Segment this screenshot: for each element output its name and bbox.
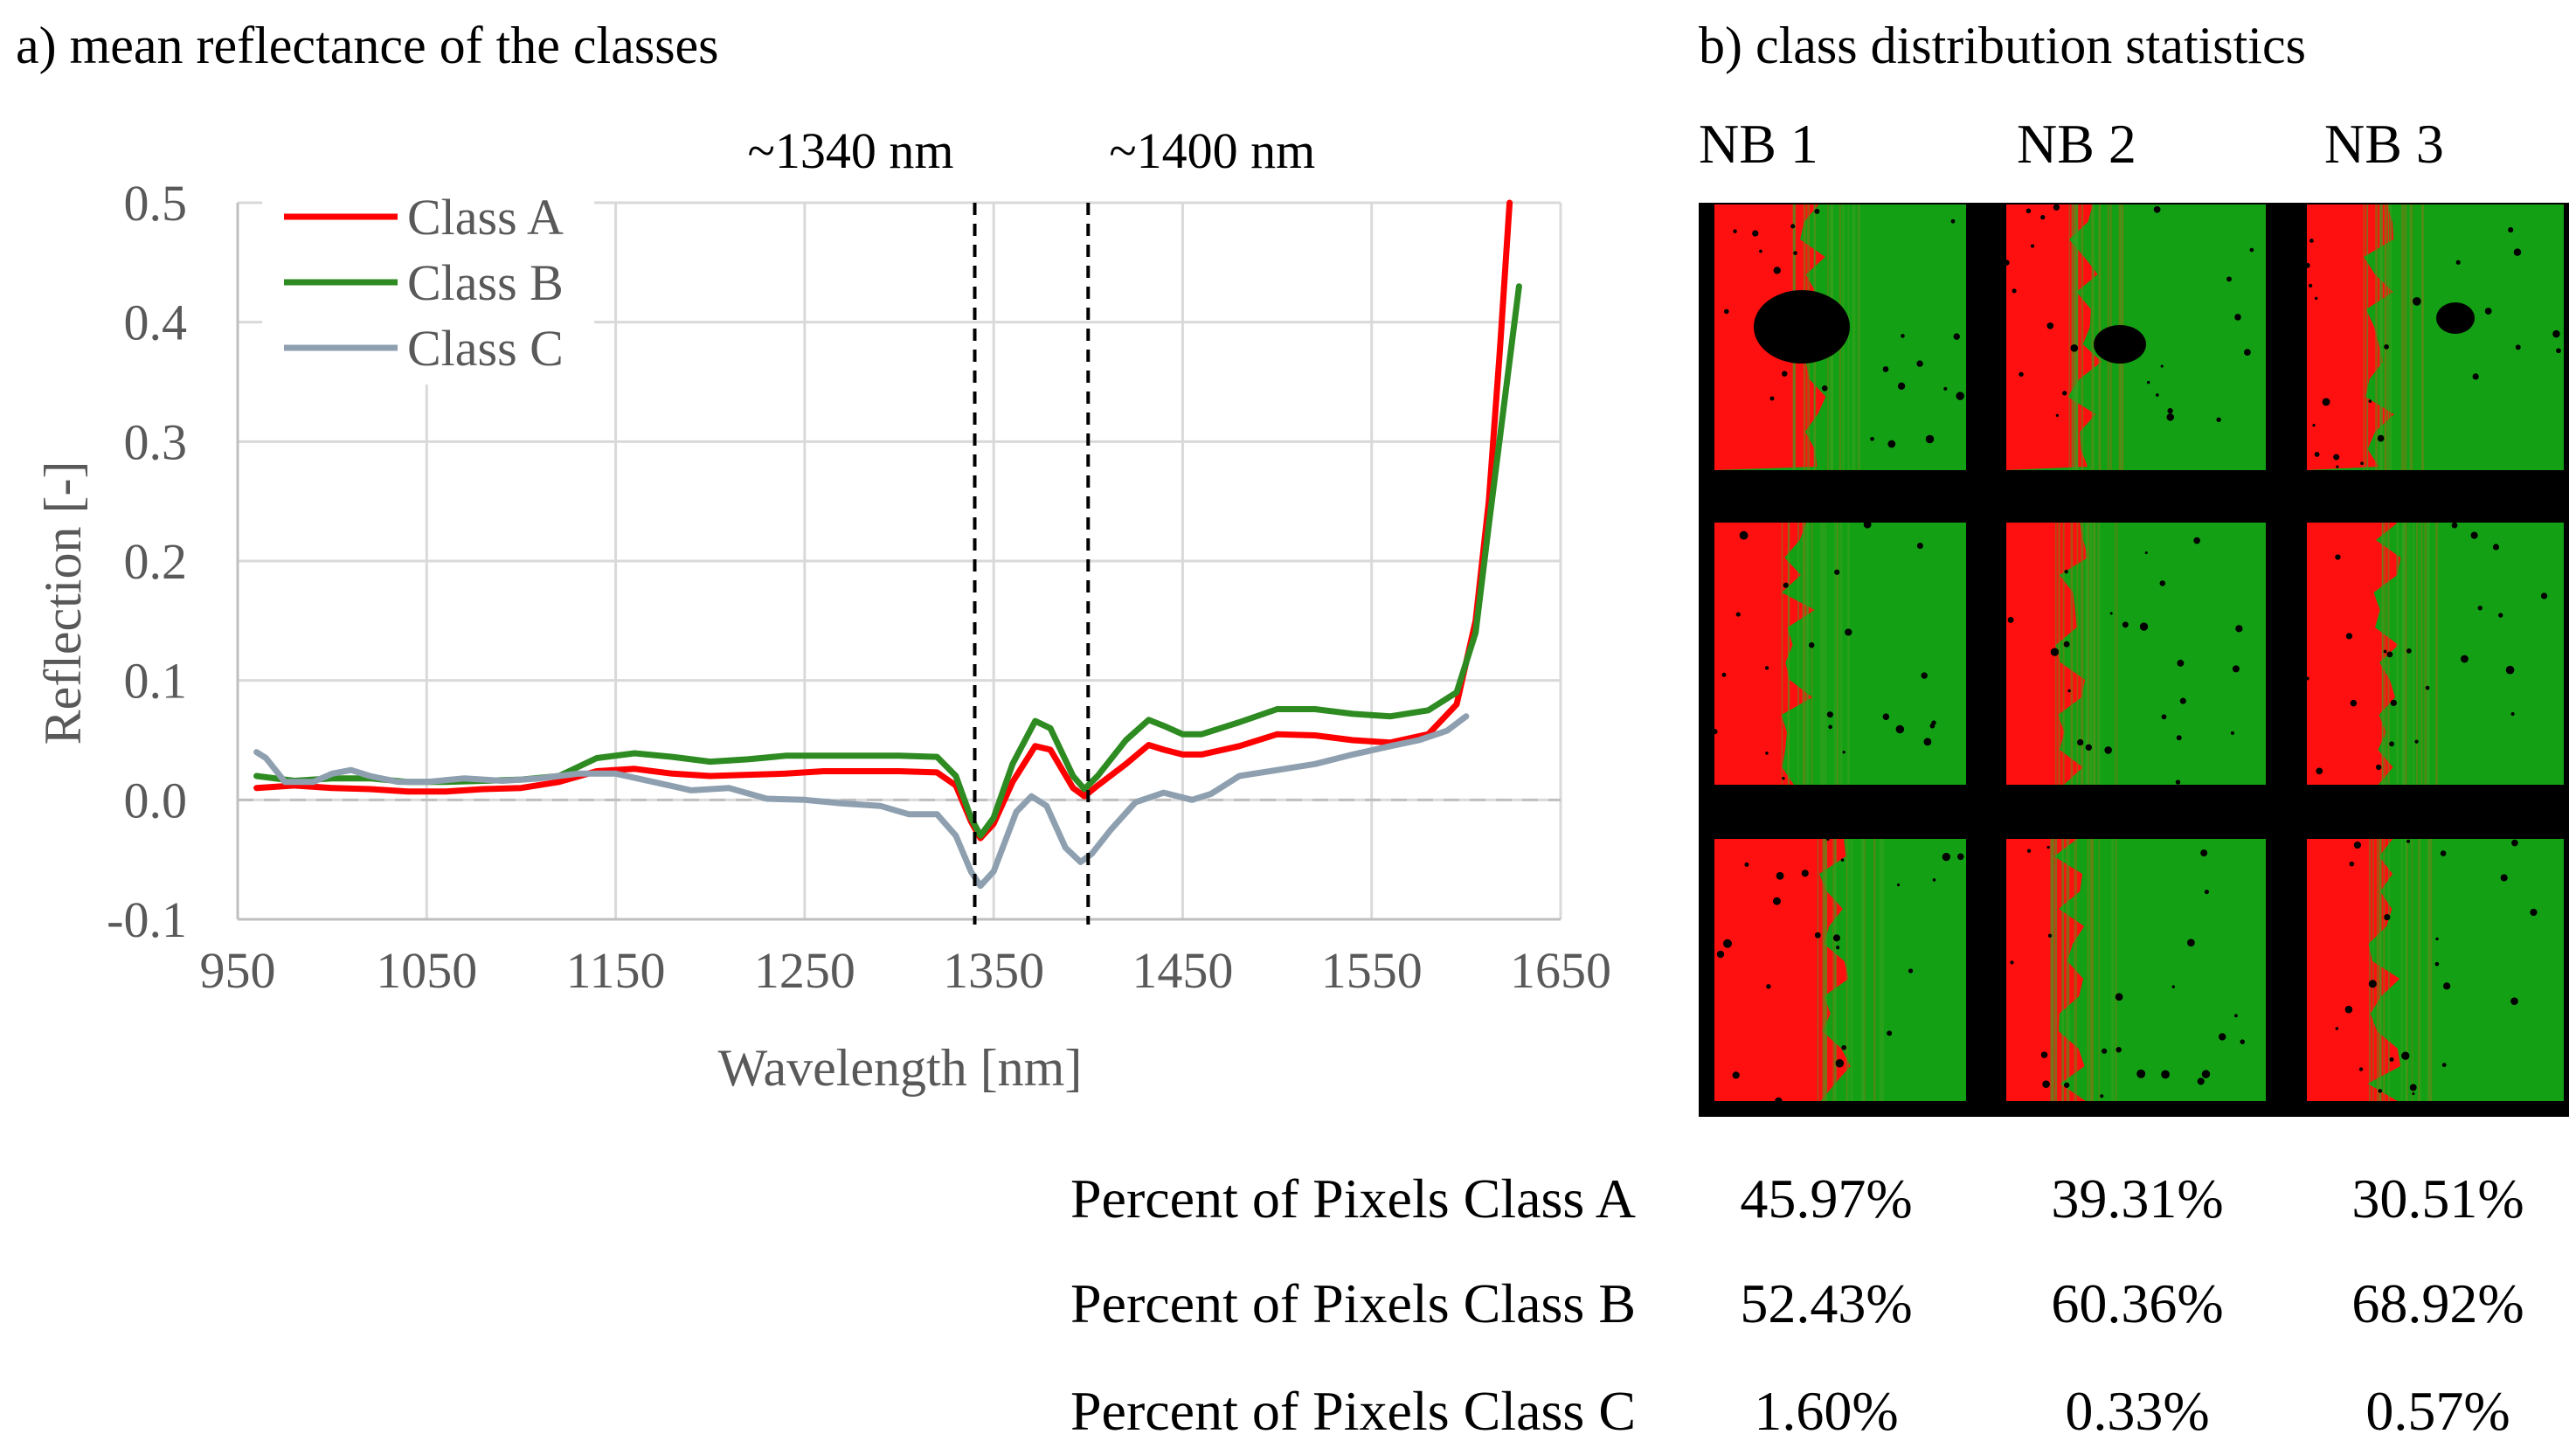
annotation-label: ~1400 nm xyxy=(1109,122,1315,179)
stat-nb3-class-a: 30.51% xyxy=(2351,1167,2524,1230)
nb-header-2: NB 2 xyxy=(2017,113,2136,175)
classification-tile xyxy=(1714,523,1966,785)
reflectance-chart: -0.1 0.0 0.1 0.2 0.3 0.4 0.5 950 1050 1150 1250 135… xyxy=(34,122,1611,1097)
series-line-class-c xyxy=(253,713,1470,890)
classification-tile xyxy=(1714,204,1966,470)
stat-nb2-class-a: 39.31% xyxy=(2051,1167,2224,1230)
stat-nb1-class-c: 1.60% xyxy=(1754,1380,1899,1442)
x-tick-label: 1650 xyxy=(1510,942,1611,999)
y-tick-label: 0.2 xyxy=(124,533,188,590)
chart-series xyxy=(253,199,1522,890)
chart-ticks: -0.1 0.0 0.1 0.2 0.3 0.4 0.5 950 1050 1150 1250 135… xyxy=(107,175,1611,999)
stat-nb1-class-b: 52.43% xyxy=(1740,1272,1913,1334)
x-tick-label: 1350 xyxy=(943,942,1044,999)
stat-label-class-c: Percent of Pixels Class C xyxy=(1070,1380,1636,1442)
stat-nb1-class-a: 45.97% xyxy=(1740,1167,1913,1230)
legend-label: Class C xyxy=(407,320,564,377)
x-tick-label: 950 xyxy=(200,942,276,999)
classification-tile xyxy=(2006,204,2266,470)
classification-tile xyxy=(2006,523,2266,785)
nb-header-1: NB 1 xyxy=(1699,113,1818,175)
classification-tile xyxy=(1714,839,1966,1101)
y-tick-label: 0.1 xyxy=(124,653,188,710)
stat-label-class-a: Percent of Pixels Class A xyxy=(1070,1167,1636,1230)
y-tick-label: 0.0 xyxy=(124,772,188,828)
stat-nb2-class-b: 60.36% xyxy=(2051,1272,2224,1334)
nb-header-3: NB 3 xyxy=(2324,113,2444,175)
stat-nb2-class-c: 0.33% xyxy=(2065,1380,2210,1442)
x-tick-label: 1550 xyxy=(1321,942,1423,999)
y-axis-label: Reflection [-] xyxy=(34,461,92,745)
stat-nb3-class-b: 68.92% xyxy=(2351,1272,2524,1334)
stat-label-class-b: Percent of Pixels Class B xyxy=(1070,1272,1636,1334)
x-tick-label: 1250 xyxy=(754,942,855,999)
legend-label: Class A xyxy=(407,189,564,246)
y-tick-label: 0.5 xyxy=(124,175,188,232)
y-tick-label: -0.1 xyxy=(107,891,187,948)
y-tick-label: 0.4 xyxy=(124,294,188,351)
classification-tile xyxy=(2307,839,2564,1101)
x-axis-label: Wavelength [nm] xyxy=(718,1039,1083,1097)
chart-legend: Class A Class B Class C xyxy=(262,184,594,385)
classification-map-grid xyxy=(1699,203,2569,1117)
annotation-label: ~1340 nm xyxy=(748,122,954,179)
series-line-class-a xyxy=(253,199,1513,842)
chart-annotations: ~1340 nm ~1400 nm xyxy=(748,122,1315,925)
x-tick-label: 1050 xyxy=(376,942,477,999)
classification-tile xyxy=(2006,839,2266,1101)
panel-b-title: b) class distribution statistics xyxy=(1699,17,2306,74)
panel-a-title: a) mean reflectance of the classes xyxy=(16,17,719,74)
legend-label: Class B xyxy=(407,254,564,311)
classification-tile xyxy=(2307,523,2564,785)
classification-tile xyxy=(2307,204,2564,470)
stat-nb3-class-c: 0.57% xyxy=(2365,1380,2510,1442)
x-tick-label: 1150 xyxy=(566,942,666,999)
y-tick-label: 0.3 xyxy=(124,413,188,470)
x-tick-label: 1450 xyxy=(1132,942,1233,999)
chart-axes xyxy=(236,203,1561,921)
